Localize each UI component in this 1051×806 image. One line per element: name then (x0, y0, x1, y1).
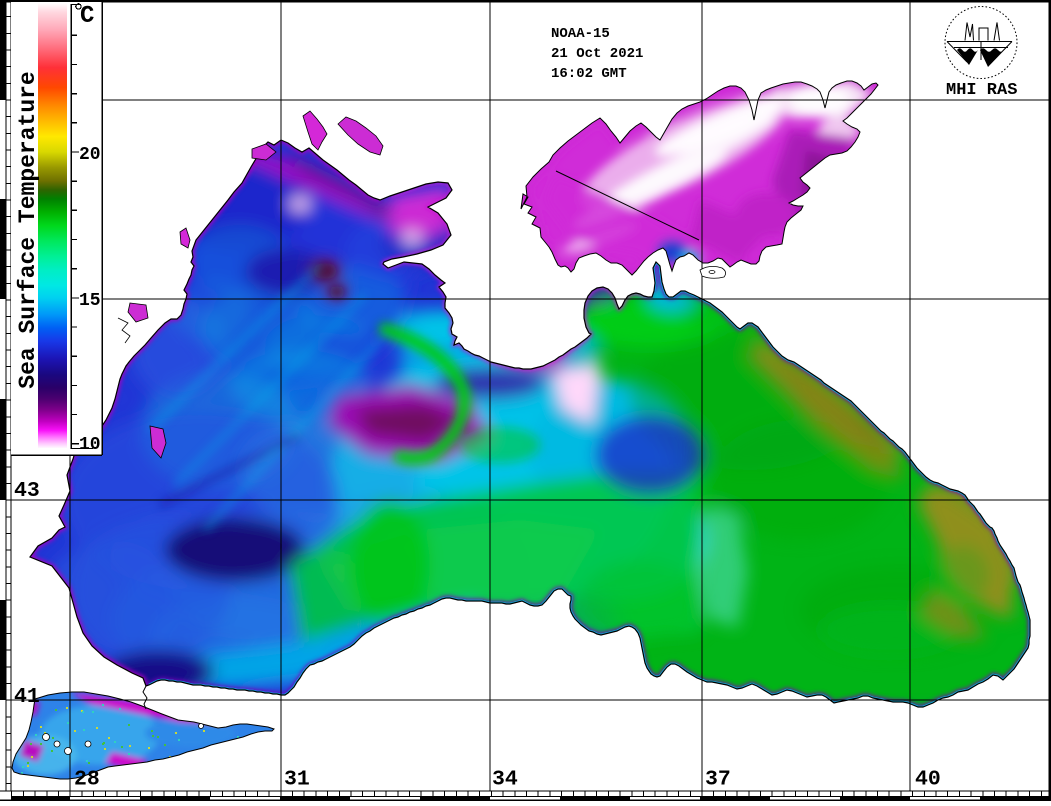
svg-text:15: 15 (79, 291, 101, 311)
svg-text:43: 43 (14, 479, 40, 503)
svg-text:10: 10 (79, 435, 101, 455)
svg-text:20: 20 (79, 145, 101, 165)
svg-text:21 Oct 2021: 21 Oct 2021 (551, 46, 643, 62)
svg-text:41: 41 (14, 685, 40, 709)
svg-text:16:02 GMT: 16:02 GMT (551, 66, 627, 82)
svg-text:NOAA-15: NOAA-15 (551, 26, 610, 42)
svg-text:31: 31 (284, 768, 310, 792)
svg-text:28: 28 (74, 768, 100, 792)
svg-text:C: C (80, 3, 94, 30)
svg-text:40: 40 (915, 768, 941, 792)
svg-text:Sea Surface Temperature: Sea Surface Temperature (15, 71, 41, 388)
svg-text:MHI RAS: MHI RAS (946, 81, 1017, 100)
svg-text:34: 34 (492, 768, 518, 792)
svg-text:37: 37 (705, 768, 731, 792)
